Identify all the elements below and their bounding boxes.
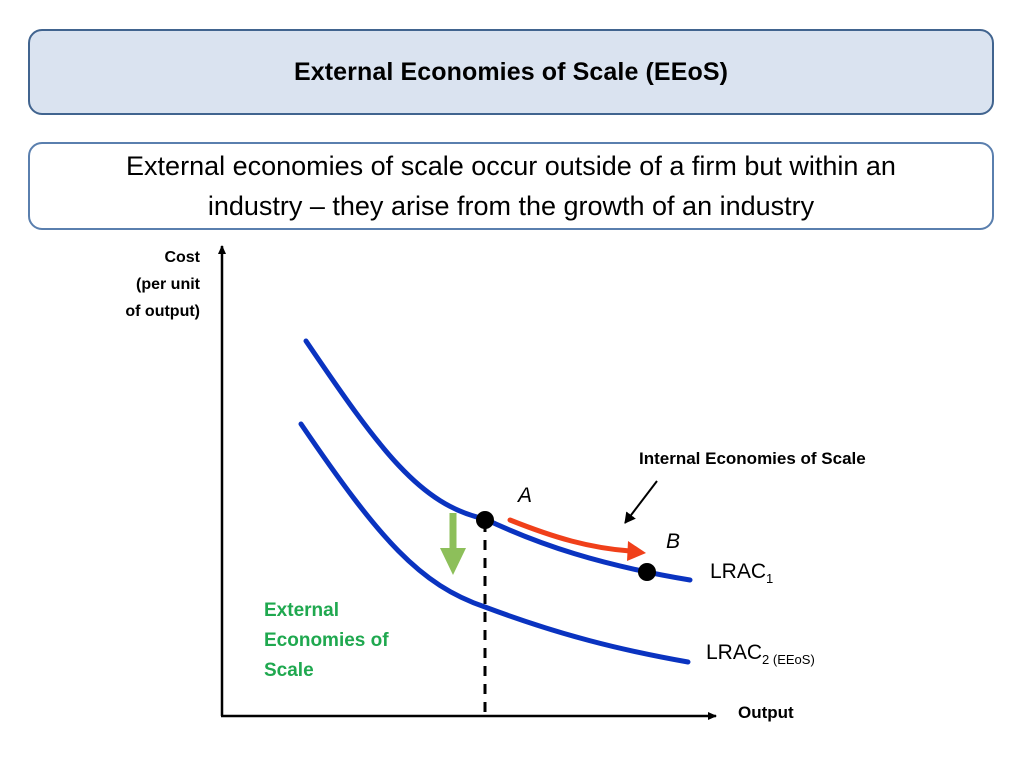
y-axis-label-line-1: Cost [164,249,200,266]
lrac2-curve [298,421,691,665]
lrac1-text: LRAC [710,560,767,583]
lrac2-text: LRAC [706,641,763,664]
internal-arrow-head [627,541,646,561]
y-axis-label-line-3: of output) [125,303,200,320]
point-a-marker [476,511,494,529]
description-box: External economies of scale occur outsid… [28,142,994,230]
x-axis-label: Output [738,703,794,722]
point-a-label: A [518,484,533,507]
lrac2-subscript: 2 (EEoS) [762,652,815,668]
internal-label-pointer [624,480,658,524]
title-banner: External Economies of Scale (EEoS) [28,29,994,115]
y-axis-label: Cost (per unit of output) [125,244,200,325]
description-line-1: External economies of scale occur outsid… [126,151,896,181]
description-line-2: industry – they arise from the growth of… [207,191,815,221]
point-b-marker [638,563,656,581]
point-b-label: B [666,530,681,553]
internal-economies-label: Internal Economies of Scale [639,449,866,468]
internal-economies-arrow [507,517,633,554]
external-label-line-1: External [264,600,339,621]
external-label-line-3: Scale [264,660,314,681]
external-arrow-head [440,548,466,575]
y-axis-label-line-2: (per unit [136,276,200,293]
external-economies-label: External Economies of Scale [264,596,389,686]
lrac1-label: LRAC1 [710,560,773,586]
page-title: External Economies of Scale (EEoS) [293,57,729,86]
lrac1-subscript: 1 [766,571,774,587]
lrac2-label: LRAC2 (EEoS) [706,641,815,667]
external-label-line-2: Economies of [264,630,389,651]
